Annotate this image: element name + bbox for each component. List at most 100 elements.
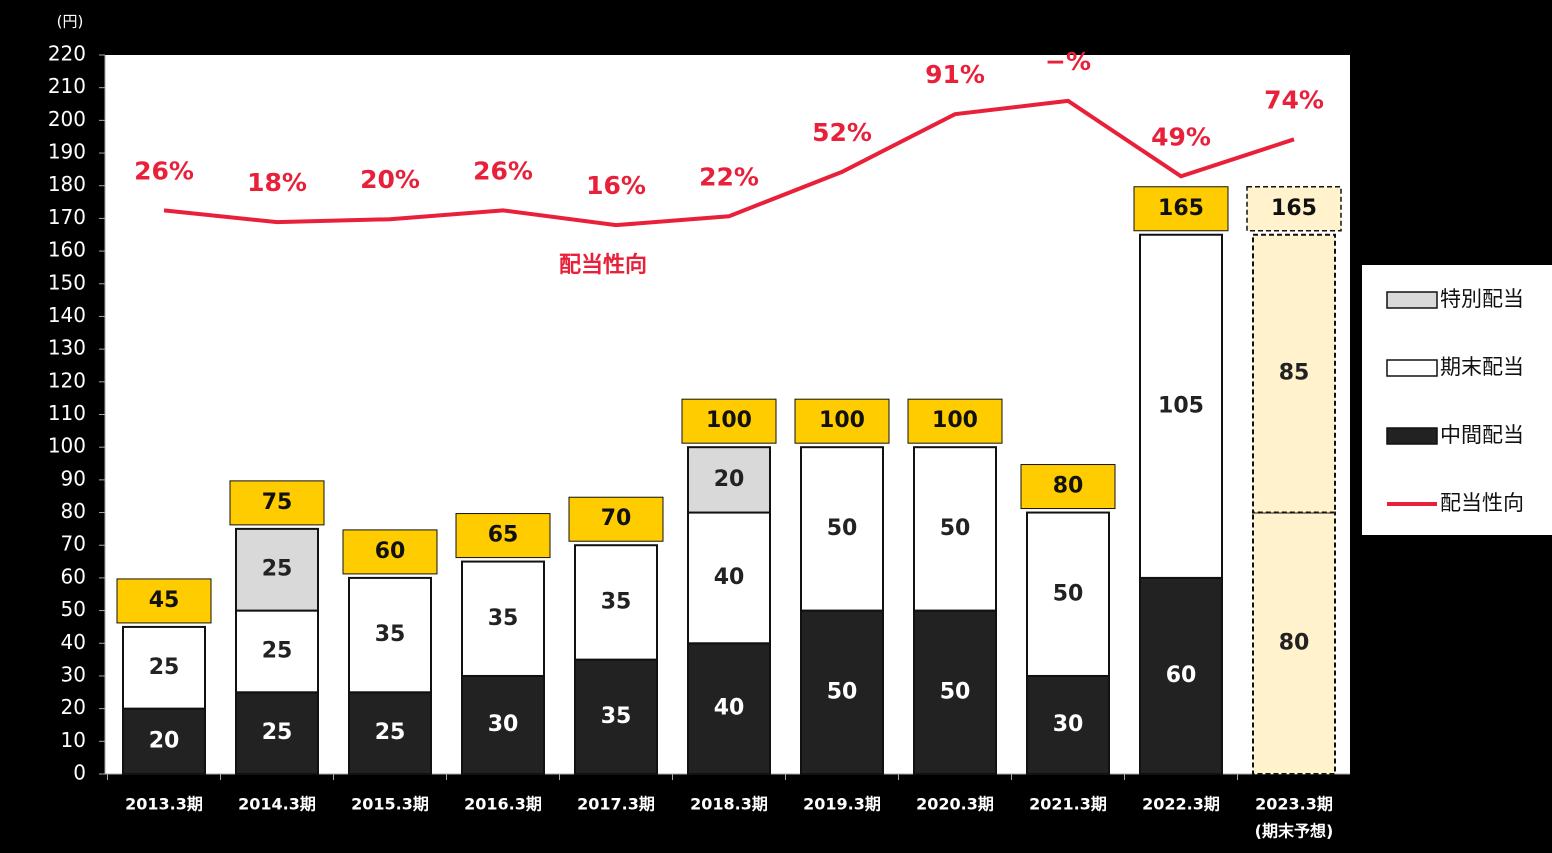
x-tick-label: 2019.3期 [803, 795, 881, 814]
y-tick-label: 190 [48, 140, 86, 164]
x-tick-label: 2015.3期 [351, 795, 429, 814]
bar-segment [574, 658, 658, 776]
segment-label: 35 [375, 622, 406, 647]
segment-label: 50 [940, 679, 971, 704]
legend-label: 中間配当 [1440, 423, 1524, 447]
x-tick-label: 2014.3期 [238, 795, 316, 814]
bar-segment [122, 625, 206, 710]
total-label: 80 [1053, 474, 1084, 499]
y-unit: (円) [57, 13, 84, 31]
segment-label: 80 [1279, 630, 1310, 655]
total-label: 165 [1158, 196, 1204, 221]
segment-label: 50 [1053, 581, 1084, 606]
y-tick-label: 160 [48, 238, 86, 262]
bar-segment [800, 609, 884, 775]
line-label: 20% [360, 165, 420, 194]
y-tick-label: 40 [61, 630, 86, 654]
bar-segment [461, 674, 545, 775]
y-tick-label: 220 [48, 42, 86, 66]
y-tick-label: 10 [61, 728, 86, 752]
line-label: 18% [247, 168, 307, 197]
segment-label: 85 [1279, 361, 1310, 386]
total-label: 100 [706, 408, 752, 433]
total-box [907, 398, 1003, 444]
bar-segment [574, 544, 658, 661]
total-box [1020, 464, 1116, 510]
total-box [1246, 186, 1342, 232]
line-label: 26% [473, 156, 533, 185]
y-tick-label: 30 [61, 662, 86, 686]
legend [1362, 265, 1552, 535]
bar-segment [235, 527, 319, 612]
bar-segment [1252, 511, 1336, 776]
total-label: 45 [149, 588, 180, 613]
segment-label: 30 [488, 712, 519, 737]
total-box [568, 496, 664, 542]
bar-segment [1026, 511, 1110, 677]
x-tick-label: 2018.3期 [690, 795, 768, 814]
y-tick-label: 80 [61, 499, 86, 523]
x-tick-label: 2022.3期 [1142, 795, 1220, 814]
x-tick-sublabel: (期末予想) [1255, 822, 1334, 841]
y-tick-label: 70 [61, 532, 86, 556]
bar-segment [687, 446, 771, 514]
line-label: 49% [1151, 122, 1211, 151]
x-tick-label: 2017.3期 [577, 795, 655, 814]
bar-segment [348, 576, 432, 694]
total-box [116, 578, 212, 624]
y-tick-label: 0 [73, 761, 86, 785]
line [163, 98, 1295, 228]
y-tick-label: 60 [61, 564, 86, 588]
bar-segment [687, 511, 771, 645]
total-box [342, 529, 438, 575]
segment-label: 50 [940, 516, 971, 541]
bar-segment [461, 560, 545, 677]
segment-label: 40 [714, 696, 745, 721]
legend-swatch [1386, 359, 1438, 377]
total-label: 100 [932, 408, 978, 433]
segment-label: 50 [827, 679, 858, 704]
x-tick-label: 2021.3期 [1029, 795, 1107, 814]
bar-segment [122, 707, 206, 775]
line-label: 26% [134, 156, 194, 185]
total-box [794, 398, 890, 444]
y-tick-label: 210 [48, 74, 86, 98]
y-tick-label: 20 [61, 695, 86, 719]
line-label: 22% [699, 162, 759, 191]
x-tick-label: 2020.3期 [916, 795, 994, 814]
line-label: −% [1045, 47, 1091, 76]
legend-swatch [1386, 427, 1438, 445]
segment-label: 25 [262, 638, 293, 663]
bar-segment [687, 642, 771, 775]
segment-label: 25 [375, 720, 406, 745]
bar-segment [1139, 233, 1223, 579]
line-label: 16% [586, 171, 646, 200]
segment-label: 35 [601, 704, 632, 729]
segment-label: 105 [1158, 393, 1204, 418]
bar-segment [235, 609, 319, 694]
total-box [229, 480, 325, 526]
total-box [455, 513, 551, 559]
segment-label: 20 [714, 467, 745, 492]
y-tick-label: 180 [48, 172, 86, 196]
annotation: 配当性向 [559, 252, 647, 278]
total-label: 165 [1271, 196, 1317, 221]
segment-label: 20 [149, 728, 180, 753]
segment-label: 50 [827, 516, 858, 541]
total-box [681, 398, 777, 444]
segment-label: 25 [262, 557, 293, 582]
line-label: 74% [1264, 85, 1324, 114]
bar-segment [800, 446, 884, 612]
y-tick-label: 170 [48, 205, 86, 229]
legend-label: 特別配当 [1440, 287, 1524, 311]
y-tick-label: 200 [48, 107, 86, 131]
x-tick-label: 2016.3期 [464, 795, 542, 814]
y-tick-label: 130 [48, 336, 86, 360]
y-tick-label: 90 [61, 466, 86, 490]
line-label: 91% [925, 60, 985, 89]
bar-segment [913, 446, 997, 612]
y-tick-label: 120 [48, 368, 86, 392]
segment-label: 35 [488, 606, 519, 631]
y-tick-label: 140 [48, 303, 86, 327]
